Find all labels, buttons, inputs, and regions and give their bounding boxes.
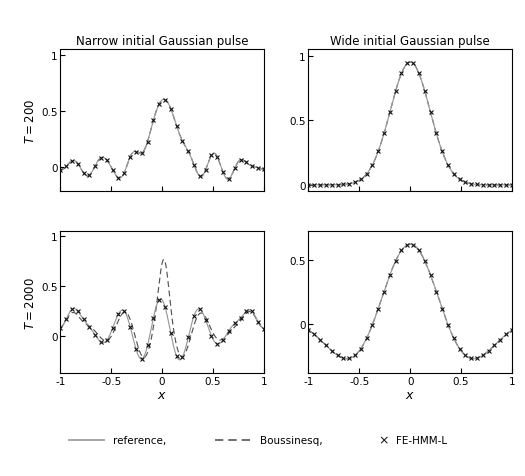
Y-axis label: $T = 200$: $T = 200$ <box>24 99 37 143</box>
Title: Narrow initial Gaussian pulse: Narrow initial Gaussian pulse <box>76 34 248 48</box>
Title: Wide initial Gaussian pulse: Wide initial Gaussian pulse <box>330 34 490 48</box>
Text: Boussinesq,: Boussinesq, <box>260 436 322 445</box>
Text: reference,: reference, <box>113 436 166 445</box>
Text: FE-HMM-L: FE-HMM-L <box>396 436 447 445</box>
Y-axis label: $T = 2000$: $T = 2000$ <box>24 277 37 329</box>
X-axis label: $x$: $x$ <box>157 388 167 401</box>
Text: $\times$: $\times$ <box>378 434 388 447</box>
X-axis label: $x$: $x$ <box>405 388 415 401</box>
